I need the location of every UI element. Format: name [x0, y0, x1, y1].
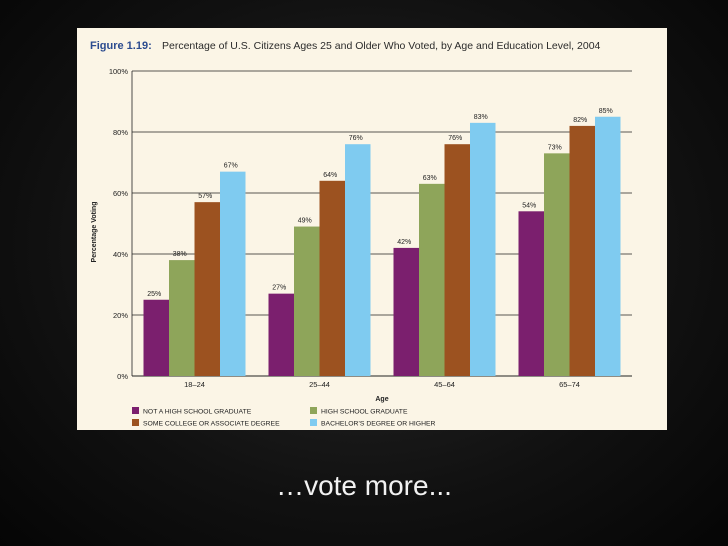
y-tick-label: 0% [117, 372, 128, 381]
legend-swatch [310, 407, 317, 414]
bar [569, 125, 595, 377]
x-tick-label: 18–24 [184, 380, 205, 389]
data-label: 27% [272, 285, 286, 292]
y-axis-label: Percentage Voting [91, 202, 98, 263]
data-label: 57% [198, 193, 212, 200]
legend-swatch [132, 419, 139, 426]
x-axis-label: Age [375, 396, 388, 403]
x-tick-label: 45–64 [434, 380, 455, 389]
data-label: 76% [448, 135, 462, 142]
bar [194, 202, 220, 376]
slide-caption: …vote more... [276, 470, 452, 501]
chart-title: Percentage of U.S. Citizens Ages 25 and … [162, 40, 601, 52]
bar [345, 144, 371, 376]
data-label: 64% [323, 172, 337, 179]
bar [470, 122, 496, 376]
y-tick-label: 100% [109, 67, 129, 76]
x-tick-label: 25–44 [309, 380, 330, 389]
bar [220, 171, 246, 376]
data-label: 83% [474, 114, 488, 121]
legend-label: BACHELOR’S DEGREE OR HIGHER [321, 421, 436, 428]
data-label: 67% [224, 163, 238, 170]
data-label: 38% [173, 251, 187, 258]
data-label: 63% [423, 175, 437, 182]
legend-label: HIGH SCHOOL GRADUATE [321, 409, 408, 416]
bar [393, 247, 419, 376]
data-label: 25% [147, 291, 161, 298]
legend-label: NOT A HIGH SCHOOL GRADUATE [143, 409, 252, 416]
chart-title-prefix: Figure 1.19: [90, 40, 152, 52]
y-tick-label: 60% [113, 189, 128, 198]
data-label: 73% [548, 144, 562, 151]
data-label: 54% [522, 202, 536, 209]
bar [544, 153, 570, 376]
y-tick-label: 20% [113, 311, 128, 320]
bar [268, 293, 294, 376]
data-label: 49% [298, 218, 312, 225]
bar [419, 183, 445, 376]
bar [319, 180, 345, 376]
y-tick-label: 80% [113, 128, 128, 137]
bar [518, 211, 544, 376]
bar [294, 226, 320, 376]
bar [143, 299, 169, 376]
bar [595, 116, 621, 376]
chart-figure: Figure 1.19: Percentage of U.S. Citizens… [77, 28, 667, 430]
y-tick-label: 40% [113, 250, 128, 259]
legend-label: SOME COLLEGE OR ASSOCIATE DEGREE [143, 421, 280, 428]
legend-swatch [310, 419, 317, 426]
legend-swatch [132, 407, 139, 414]
bar [169, 260, 195, 376]
data-label: 42% [397, 239, 411, 246]
data-label: 76% [349, 135, 363, 142]
x-tick-label: 65–74 [559, 380, 580, 389]
bar-chart: Figure 1.19: Percentage of U.S. Citizens… [90, 40, 632, 428]
data-label: 82% [573, 117, 587, 124]
bar [444, 144, 470, 376]
data-label: 85% [599, 108, 613, 115]
